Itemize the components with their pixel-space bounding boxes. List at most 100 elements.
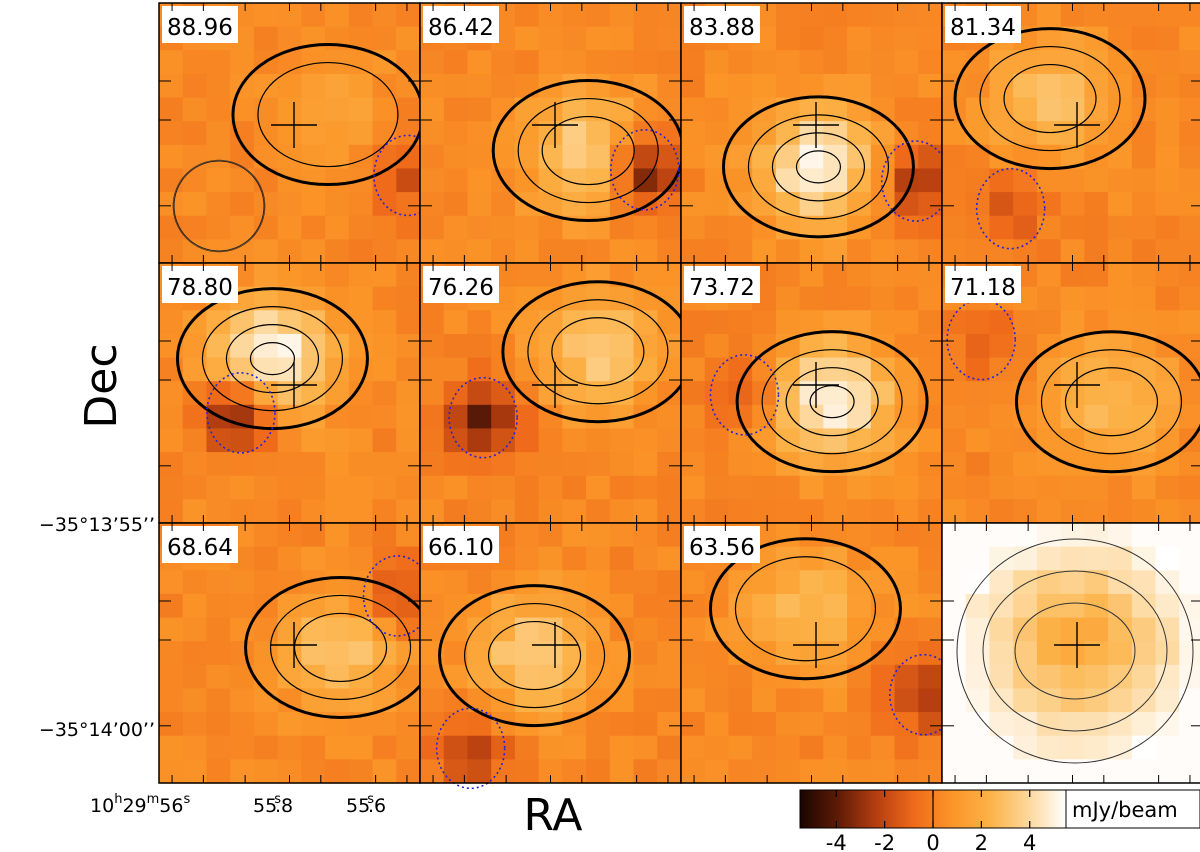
map-pixel	[301, 168, 326, 193]
map-pixel	[870, 50, 896, 75]
map-pixel	[1060, 310, 1085, 335]
map-pixel	[586, 73, 611, 99]
map-pixel	[894, 499, 919, 524]
map-pixel	[681, 664, 706, 690]
map-pixel	[965, 404, 991, 430]
map-pixel	[1108, 593, 1133, 619]
map-pixel	[775, 593, 801, 619]
map-pixel	[1179, 357, 1200, 382]
colorbar-unit-label: mJy/beam	[1072, 798, 1178, 822]
map-pixel	[1155, 310, 1180, 335]
map-pixel	[847, 50, 872, 75]
map-pixel	[348, 499, 374, 524]
map-pixel	[396, 452, 421, 477]
map-pixel	[230, 168, 255, 193]
map-pixel	[301, 239, 326, 264]
map-pixel	[348, 50, 374, 75]
map-pixel	[633, 26, 658, 51]
map-pixel	[965, 428, 991, 453]
map-pixel	[1155, 759, 1180, 784]
map-pixel	[182, 50, 208, 75]
map-pixel	[799, 688, 824, 713]
map-pixel	[420, 73, 445, 99]
map-pixel	[657, 475, 682, 500]
map-pixel	[325, 73, 350, 99]
map-pixel	[182, 215, 208, 240]
map-pixel	[989, 475, 1014, 500]
map-pixel	[562, 546, 587, 571]
map-pixel	[562, 759, 587, 784]
map-pixel	[301, 617, 326, 642]
map-pixel	[562, 333, 587, 359]
map-pixel	[420, 381, 445, 406]
map-pixel	[396, 759, 421, 784]
contour-line	[1015, 330, 1200, 474]
map-pixel	[325, 664, 350, 690]
map-pixel	[562, 523, 587, 548]
map-pixel	[609, 428, 635, 453]
map-pixel	[253, 3, 279, 28]
map-pixel	[325, 381, 350, 406]
contour-line	[517, 97, 659, 204]
map-pixel	[443, 144, 469, 170]
map-pixel	[1155, 475, 1180, 500]
map-pixel	[728, 310, 753, 335]
map-pixel	[633, 617, 658, 642]
map-pixel	[775, 286, 801, 311]
map-pixel	[159, 617, 184, 642]
map-pixel	[420, 617, 445, 642]
map-pixel	[1060, 617, 1085, 642]
map-pixel	[942, 546, 967, 571]
map-pixel	[182, 712, 208, 737]
map-pixel	[704, 73, 730, 99]
map-pixel	[775, 735, 801, 760]
map-pixel	[1179, 192, 1200, 217]
map-pixel	[348, 523, 374, 548]
map-pixel	[1179, 523, 1200, 548]
map-pixel	[870, 499, 896, 524]
map-pixel	[918, 735, 943, 760]
map-pixel	[277, 215, 302, 240]
map-pixel	[159, 239, 184, 264]
map-pixel	[586, 121, 611, 146]
map-pixel	[989, 73, 1014, 99]
map-pixel	[633, 593, 658, 619]
map-pixel	[847, 263, 872, 288]
map-pixel	[538, 570, 563, 595]
map-pixel	[894, 712, 919, 737]
map-pixel	[420, 144, 445, 170]
map-pixel	[681, 617, 706, 642]
map-pixel	[420, 735, 445, 760]
map-pixel	[1108, 26, 1133, 51]
map-pixel	[1131, 121, 1157, 146]
map-pixel	[870, 121, 896, 146]
map-pixel	[1036, 475, 1062, 500]
map-pixel	[253, 452, 279, 477]
map-pixel	[396, 286, 421, 311]
map-pixel	[752, 475, 777, 500]
map-pixel	[372, 759, 397, 784]
map-pixel	[894, 50, 919, 75]
map-pixel	[1036, 664, 1062, 690]
map-pixel	[1108, 263, 1133, 288]
map-pixel	[586, 144, 611, 170]
map-pixel	[657, 404, 682, 430]
map-pixel	[1155, 73, 1180, 99]
map-pixel	[514, 452, 540, 477]
map-pixel	[443, 475, 469, 500]
map-pixel	[420, 192, 445, 217]
map-pixel	[538, 688, 563, 713]
map-pixel	[182, 144, 208, 170]
map-pixel	[514, 3, 540, 28]
map-pixel	[681, 381, 706, 406]
map-pixel	[420, 759, 445, 784]
map-pixel	[894, 428, 919, 453]
map-pixel	[1155, 499, 1180, 524]
panel-velocity-label: 86.42	[428, 15, 494, 41]
panel-label-box	[684, 6, 760, 43]
channel-panel: 83.88	[680, 2, 951, 264]
map-pixel	[372, 523, 397, 548]
contour-line	[438, 584, 632, 728]
map-pixel	[396, 499, 421, 524]
map-pixel	[396, 570, 421, 595]
